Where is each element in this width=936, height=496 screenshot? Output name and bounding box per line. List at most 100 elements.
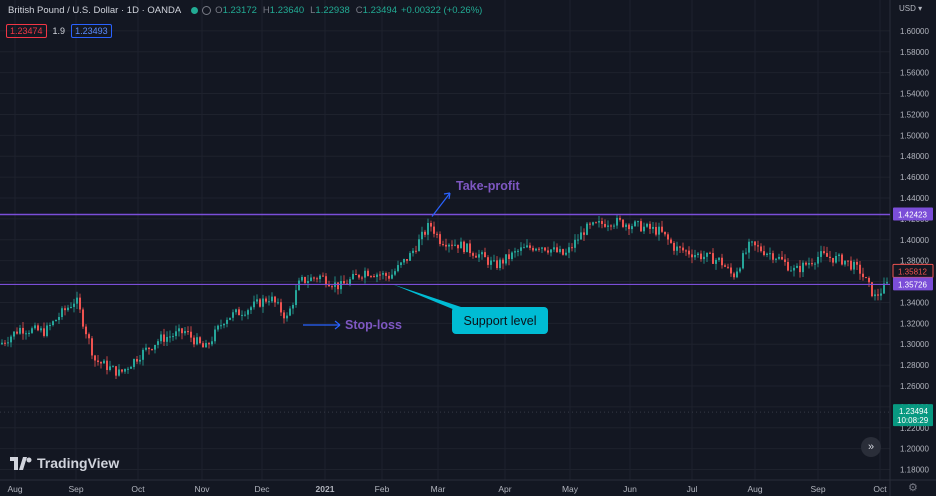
candle-body bbox=[388, 275, 390, 279]
y-tick-label: 1.44000 bbox=[900, 194, 929, 203]
candle-body bbox=[886, 282, 888, 284]
candle-body bbox=[796, 265, 798, 268]
candle-body bbox=[601, 221, 603, 224]
scroll-to-realtime-button[interactable]: » bbox=[861, 437, 881, 457]
candle-body bbox=[193, 337, 195, 345]
candle-body bbox=[310, 277, 312, 282]
current-price-text: 1.23494 bbox=[899, 407, 928, 416]
candle-body bbox=[307, 281, 309, 283]
candle-body bbox=[151, 349, 153, 351]
candle-body bbox=[754, 241, 756, 246]
candle-body bbox=[436, 233, 438, 235]
candle-body bbox=[517, 250, 519, 252]
candle-body bbox=[799, 265, 801, 273]
candle-body bbox=[496, 260, 498, 269]
candle-body bbox=[529, 245, 531, 248]
candle-body bbox=[187, 331, 189, 333]
market-open-icon bbox=[191, 7, 199, 14]
candle-body bbox=[832, 257, 834, 263]
candle-body bbox=[574, 239, 576, 248]
sell-price-button[interactable]: 1.23474 bbox=[6, 24, 47, 38]
candle-body bbox=[481, 252, 483, 255]
candle-body bbox=[172, 336, 174, 338]
candle-body bbox=[61, 308, 63, 318]
currency-label[interactable]: USD ▾ bbox=[899, 4, 923, 13]
candle-body bbox=[166, 336, 168, 342]
candle-body bbox=[211, 341, 213, 345]
candle-body bbox=[817, 256, 819, 264]
candle-body bbox=[169, 336, 171, 338]
gear-icon[interactable]: ⚙ bbox=[908, 482, 918, 494]
candle-body bbox=[871, 282, 873, 297]
candle-body bbox=[79, 297, 81, 310]
candle-body bbox=[739, 268, 741, 272]
candle-body bbox=[883, 283, 885, 294]
candle-body bbox=[238, 309, 240, 316]
candle-body bbox=[634, 221, 636, 227]
candle-body bbox=[358, 274, 360, 278]
ohlc-value-l: 1.22938 bbox=[315, 5, 350, 16]
candle-body bbox=[490, 260, 492, 265]
candle-body bbox=[400, 262, 402, 266]
resistance-price-label: 1.42423 bbox=[893, 207, 933, 221]
ohlc-key-h: H bbox=[262, 5, 270, 16]
candle-body bbox=[112, 366, 114, 368]
candle-body bbox=[778, 256, 780, 259]
candle-body bbox=[154, 344, 156, 350]
candle-body bbox=[829, 256, 831, 258]
x-tick-label: Aug bbox=[7, 484, 22, 494]
candle-body bbox=[538, 248, 540, 250]
candle-body bbox=[373, 276, 375, 278]
candle-body bbox=[10, 336, 12, 343]
candle-body bbox=[130, 366, 132, 369]
tradingview-logo[interactable]: TradingView bbox=[10, 455, 119, 471]
symbol-title[interactable]: British Pound / U.S. Dollar · 1D · OANDA bbox=[8, 5, 182, 16]
candle-body bbox=[787, 261, 789, 271]
candle-body bbox=[49, 325, 51, 327]
support-callout-text: Support level bbox=[464, 314, 537, 328]
candle-body bbox=[475, 255, 477, 258]
candle-body bbox=[451, 244, 453, 246]
ohlc-key-o: O bbox=[215, 5, 223, 16]
candle-body bbox=[838, 254, 840, 256]
candle-body bbox=[127, 368, 129, 370]
candle-body bbox=[865, 277, 867, 279]
candle-body bbox=[241, 314, 243, 316]
support-callout-box bbox=[452, 307, 548, 334]
candle-body bbox=[760, 246, 762, 252]
candle-body bbox=[136, 359, 138, 362]
candle-body bbox=[271, 296, 273, 302]
buy-price-button[interactable]: 1.23493 bbox=[71, 24, 112, 38]
x-tick-label: May bbox=[562, 484, 579, 494]
candle-body bbox=[208, 343, 210, 345]
candle-body bbox=[526, 245, 528, 248]
take-profit-arrowhead bbox=[443, 192, 451, 200]
candle-body bbox=[790, 270, 792, 272]
candle-body bbox=[16, 331, 18, 334]
ohlc-value-o: 1.23172 bbox=[222, 5, 257, 16]
candle-body bbox=[13, 331, 15, 337]
candle-body bbox=[703, 256, 705, 260]
candle-body bbox=[223, 324, 225, 326]
candle-body bbox=[328, 284, 330, 287]
candle-body bbox=[28, 332, 30, 334]
candle-body bbox=[352, 273, 354, 280]
candle-body bbox=[709, 252, 711, 254]
candle-body bbox=[190, 331, 192, 338]
candle-body bbox=[736, 271, 738, 278]
x-tick-label: Sep bbox=[810, 484, 825, 494]
candle-body bbox=[412, 250, 414, 254]
settings-circle-icon[interactable] bbox=[202, 6, 212, 15]
candle-body bbox=[199, 337, 201, 344]
y-tick-label: 1.26000 bbox=[900, 382, 929, 391]
candle-body bbox=[235, 309, 237, 313]
candle-body bbox=[751, 241, 753, 243]
support-price-label-text: 1.35726 bbox=[898, 280, 927, 289]
candle-body bbox=[391, 274, 393, 279]
candle-body bbox=[562, 249, 564, 255]
candle-body bbox=[742, 253, 744, 269]
candle-body bbox=[40, 328, 42, 331]
logo-text: TradingView bbox=[37, 455, 120, 471]
